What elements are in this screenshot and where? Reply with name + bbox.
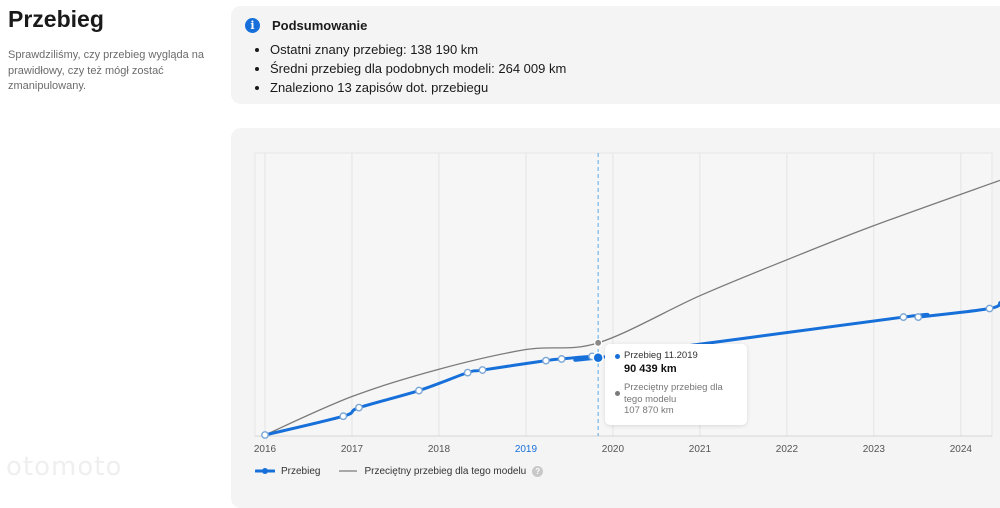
mileage-point-2[interactable] <box>355 403 363 412</box>
mileage-point-10[interactable] <box>914 313 923 321</box>
x-tick-2017: 2017 <box>341 444 364 455</box>
mileage-chart[interactable]: 2016 2017 2018 2019 2020 2021 2022 2023 2024 <box>0 0 1000 492</box>
x-tick-2024: 2024 <box>950 444 973 455</box>
legend-item-mileage[interactable]: Przebieg <box>255 466 320 477</box>
mileage-active-point[interactable] <box>592 351 604 364</box>
x-tick-2018: 2018 <box>428 444 451 455</box>
mileage-point-11[interactable] <box>985 304 994 313</box>
mileage-point-5[interactable] <box>478 366 487 374</box>
average-active-point[interactable] <box>594 338 603 347</box>
mileage-point-6[interactable] <box>542 356 550 365</box>
x-tick-2019: 2019 <box>515 444 538 455</box>
summary-item-last-mileage: Ostatni znany przebieg: 138 190 km <box>270 40 566 59</box>
legend-mileage-label: Przebieg <box>281 465 321 477</box>
tooltip-mileage-value: 90 439 km <box>624 363 677 375</box>
summary-item-records-count: Znaleziono 13 zapisów dot. przebiegu <box>270 78 566 97</box>
x-tick-2022: 2022 <box>776 444 799 455</box>
chart-tooltip: Przebieg 11.2019 90 439 km Przeciętny pr… <box>605 344 747 425</box>
mileage-point-1[interactable] <box>339 412 348 421</box>
x-tick-2020: 2020 <box>602 444 625 455</box>
mileage-point-7[interactable] <box>557 355 566 363</box>
legend-average-label: Przeciętny przebieg dla tego modelu <box>364 465 527 477</box>
summary-heading: Podsumowanie <box>272 18 368 33</box>
mileage-point-0[interactable] <box>261 431 269 439</box>
chart-legend: Przebieg Przeciętny przebieg dla tego mo… <box>255 463 561 479</box>
watermark-logo: otomoto <box>6 452 123 482</box>
tooltip-average-label: Przeciętny przebieg dla tego modelu <box>624 382 723 405</box>
summary-item-average-mileage: Średni przebieg dla podobnych modeli: 26… <box>270 59 566 78</box>
mileage-point-3[interactable] <box>415 386 423 395</box>
mileage-point-4[interactable] <box>463 368 472 377</box>
summary-list: Ostatni znany przebieg: 138 190 km Średn… <box>252 40 566 97</box>
tooltip-average-value: 107 870 km <box>624 405 674 416</box>
legend-mileage-swatch <box>255 468 275 474</box>
tooltip-mileage-label: Przebieg 11.2019 <box>624 350 698 361</box>
x-tick-2023: 2023 <box>863 444 886 455</box>
info-icon: i <box>245 18 260 33</box>
mileage-point-9[interactable] <box>899 313 908 321</box>
help-icon[interactable]: ? <box>532 465 544 477</box>
legend-item-average[interactable]: Przeciętny przebieg dla tego modelu ? <box>338 465 544 477</box>
legend-average-swatch <box>339 470 358 472</box>
tooltip-average-dot <box>615 391 620 396</box>
x-tick-2021: 2021 <box>689 444 712 455</box>
tooltip-mileage-dot <box>615 354 620 359</box>
x-tick-2016: 2016 <box>254 444 277 455</box>
summary-panel: i Podsumowanie Ostatni znany przebieg: 1… <box>231 6 1000 104</box>
page-description: Sprawdziliśmy, czy przebieg wygląda na p… <box>8 49 205 92</box>
average-mileage-line <box>264 179 1000 436</box>
page-title: Przebieg <box>8 6 104 32</box>
